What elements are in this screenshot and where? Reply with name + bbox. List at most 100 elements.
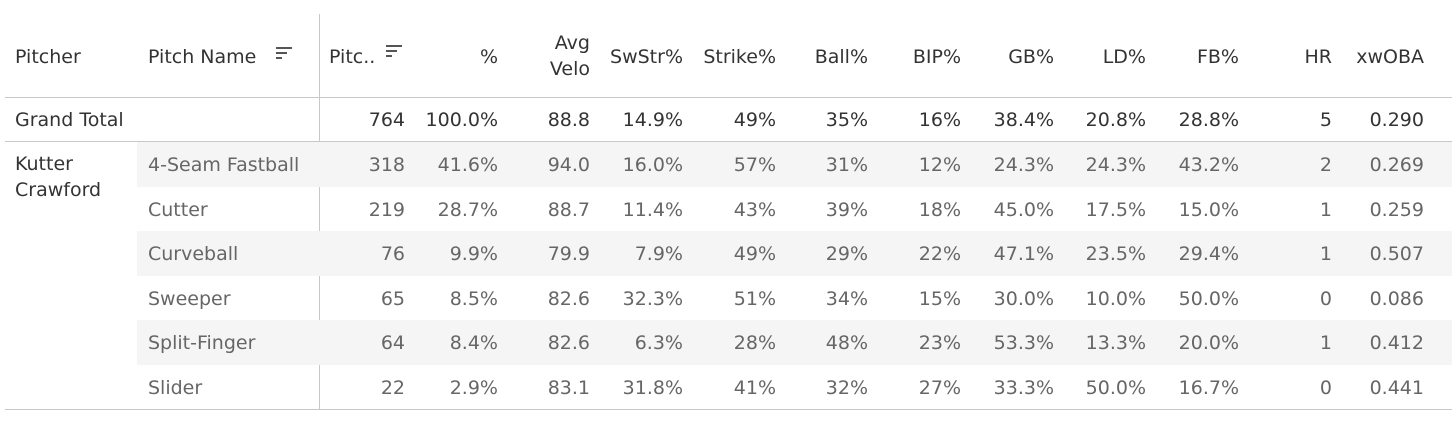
grand-total-strike: 49% bbox=[733, 109, 776, 131]
cell-velo: 88.7 bbox=[547, 198, 590, 221]
grand-total-pct: 100.0% bbox=[425, 109, 498, 131]
header-hr[interactable]: HR bbox=[1304, 46, 1333, 68]
cell-gb: 45.0% bbox=[993, 198, 1054, 221]
header-ball[interactable]: Ball% bbox=[814, 46, 868, 68]
header-pitcher[interactable]: Pitcher bbox=[15, 46, 81, 68]
header-gb[interactable]: GB% bbox=[1008, 46, 1054, 68]
grand-total-bip: 16% bbox=[918, 109, 961, 131]
cell-ball: 31% bbox=[825, 154, 868, 176]
cell-ball: 48% bbox=[825, 332, 868, 355]
pitch-name-cell: Cutter bbox=[148, 198, 208, 221]
grand-total-hr: 5 bbox=[1319, 109, 1332, 131]
cell-swstr: 16.0% bbox=[622, 154, 683, 176]
cell-fb: 50.0% bbox=[1178, 287, 1239, 310]
header-pitch-name[interactable]: Pitch Name bbox=[148, 46, 257, 68]
cell-xwoba: 0.086 bbox=[1369, 287, 1424, 310]
grand-total-gb: 38.4% bbox=[993, 109, 1054, 131]
cell-velo: 82.6 bbox=[547, 287, 590, 310]
pitch-name-cell: 4-Seam Fastball bbox=[148, 154, 300, 176]
cell-ball: 29% bbox=[825, 243, 868, 266]
cell-fb: 43.2% bbox=[1178, 154, 1239, 176]
cell-xwoba: 0.259 bbox=[1369, 198, 1424, 221]
header-xwoba[interactable]: xwOBA bbox=[1356, 46, 1424, 68]
pitch-name-cell: Curveball bbox=[148, 243, 239, 266]
grand-total-ball: 35% bbox=[825, 109, 868, 131]
total-divider bbox=[5, 141, 1452, 142]
cell-bip: 12% bbox=[918, 154, 961, 176]
table-bottom-border bbox=[5, 409, 1452, 410]
header-avg-velo-1[interactable]: Avg bbox=[554, 32, 590, 54]
cell-ld: 10.0% bbox=[1085, 287, 1146, 310]
cell-ld: 23.5% bbox=[1085, 243, 1146, 266]
pitch-name-cell: Sweeper bbox=[148, 287, 231, 310]
cell-ld: 13.3% bbox=[1085, 332, 1146, 355]
header-pitches[interactable]: Pitc.. bbox=[329, 46, 376, 68]
cell-pct: 2.9% bbox=[449, 377, 498, 399]
cell-pitches: 22 bbox=[380, 377, 405, 399]
grand-total-ld: 20.8% bbox=[1085, 109, 1146, 131]
cell-pct: 9.9% bbox=[449, 243, 498, 266]
header-ld[interactable]: LD% bbox=[1102, 46, 1146, 68]
cell-velo: 82.6 bbox=[547, 332, 590, 355]
cell-ld: 24.3% bbox=[1085, 154, 1146, 176]
header-bip[interactable]: BIP% bbox=[912, 46, 961, 68]
cell-pct: 28.7% bbox=[437, 198, 498, 221]
cell-gb: 24.3% bbox=[993, 154, 1054, 176]
row-band bbox=[137, 231, 1452, 276]
row-band bbox=[137, 142, 1452, 187]
header-swstr[interactable]: SwStr% bbox=[610, 46, 683, 68]
pitcher-name-line1: Kutter bbox=[15, 153, 73, 175]
cell-bip: 18% bbox=[918, 198, 961, 221]
cell-bip: 23% bbox=[918, 332, 961, 355]
cell-bip: 27% bbox=[918, 377, 961, 399]
cell-pct: 41.6% bbox=[437, 154, 498, 176]
cell-pct: 8.4% bbox=[449, 332, 498, 355]
sort-icon[interactable] bbox=[386, 45, 402, 59]
cell-pitches: 64 bbox=[380, 332, 405, 355]
cell-ball: 32% bbox=[825, 377, 868, 399]
cell-swstr: 6.3% bbox=[634, 332, 683, 355]
grand-total-label: Grand Total bbox=[15, 109, 124, 131]
header-strike[interactable]: Strike% bbox=[703, 46, 776, 68]
cell-pitches: 65 bbox=[380, 287, 405, 310]
cell-swstr: 31.8% bbox=[622, 377, 683, 399]
cell-xwoba: 0.412 bbox=[1369, 332, 1424, 355]
header-divider bbox=[5, 97, 1452, 98]
cell-ball: 34% bbox=[825, 287, 868, 310]
sort-icon[interactable] bbox=[276, 47, 292, 61]
cell-swstr: 11.4% bbox=[622, 198, 683, 221]
cell-hr: 1 bbox=[1319, 332, 1332, 355]
cell-fb: 20.0% bbox=[1178, 332, 1239, 355]
cell-fb: 16.7% bbox=[1178, 377, 1239, 399]
cell-pct: 8.5% bbox=[449, 287, 498, 310]
grand-total-pitches: 764 bbox=[368, 109, 405, 131]
cell-xwoba: 0.507 bbox=[1369, 243, 1424, 266]
column-divider bbox=[319, 14, 320, 410]
cell-gb: 30.0% bbox=[993, 287, 1054, 310]
cell-gb: 53.3% bbox=[993, 332, 1054, 355]
cell-ball: 39% bbox=[825, 198, 868, 221]
header-fb[interactable]: FB% bbox=[1196, 46, 1239, 68]
row-band bbox=[137, 320, 1452, 365]
cell-fb: 15.0% bbox=[1178, 198, 1239, 221]
cell-fb: 29.4% bbox=[1178, 243, 1239, 266]
cell-swstr: 32.3% bbox=[622, 287, 683, 310]
cell-hr: 1 bbox=[1319, 243, 1332, 266]
cell-strike: 57% bbox=[733, 154, 776, 176]
cell-swstr: 7.9% bbox=[634, 243, 683, 266]
cell-velo: 94.0 bbox=[547, 154, 590, 176]
cell-hr: 1 bbox=[1319, 198, 1332, 221]
cell-bip: 22% bbox=[918, 243, 961, 266]
grand-total-fb: 28.8% bbox=[1178, 109, 1239, 131]
cell-velo: 79.9 bbox=[547, 243, 590, 266]
header-pct[interactable]: % bbox=[479, 46, 498, 68]
cell-gb: 47.1% bbox=[993, 243, 1054, 266]
pitcher-name-line2: Crawford bbox=[15, 179, 102, 201]
cell-bip: 15% bbox=[918, 287, 961, 310]
header-avg-velo-2[interactable]: Velo bbox=[549, 58, 590, 80]
cell-xwoba: 0.269 bbox=[1369, 154, 1424, 176]
cell-velo: 83.1 bbox=[547, 377, 590, 399]
cell-xwoba: 0.441 bbox=[1369, 377, 1424, 399]
cell-strike: 41% bbox=[733, 377, 776, 399]
cell-hr: 0 bbox=[1319, 377, 1332, 399]
